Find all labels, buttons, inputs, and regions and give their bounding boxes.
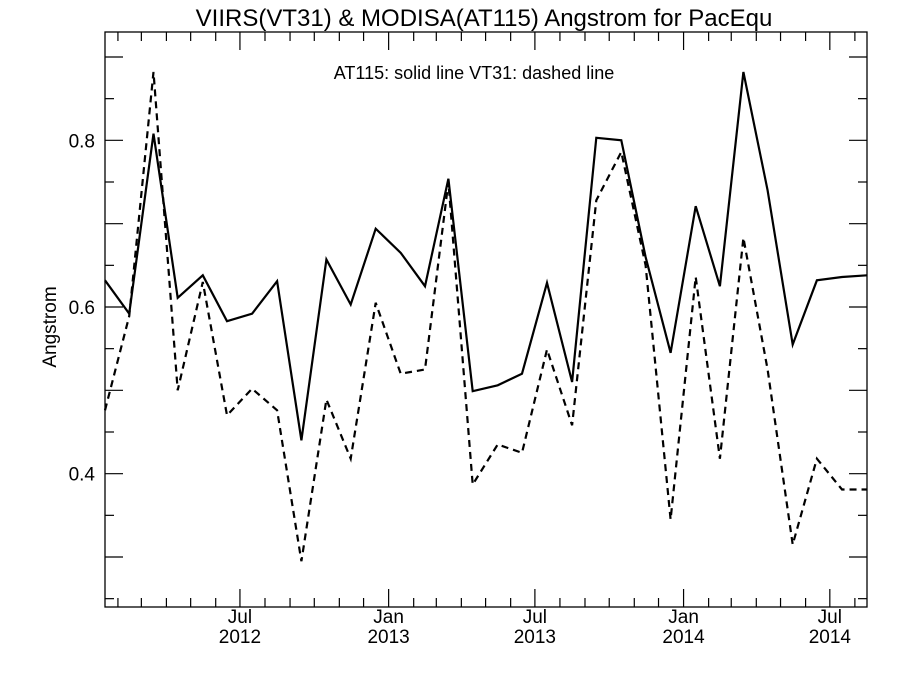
x-tick-month-label: Jan <box>373 607 404 628</box>
series-lines <box>103 71 868 562</box>
y-axis-label: Angstrom <box>40 286 61 367</box>
series-at115-line <box>104 71 868 441</box>
x-tick-month-label: Jul <box>818 607 842 628</box>
x-tick-year-label: 2014 <box>662 627 705 648</box>
chart-title: VIIRS(VT31) & MODISA(AT115) Angstrom for… <box>196 5 773 32</box>
y-tick-label: 0.4 <box>69 465 96 486</box>
x-tick-year-label: 2012 <box>219 627 261 648</box>
tick-labels: 0.40.60.8Jul2012Jan2013Jul2013Jan2014Jul… <box>69 131 852 648</box>
x-tick-month-label: Jul <box>228 607 252 628</box>
series-vt31-line <box>103 71 867 562</box>
y-tick-label: 0.8 <box>69 131 95 152</box>
x-tick-month-label: Jul <box>523 607 547 628</box>
x-tick-year-label: 2013 <box>367 627 409 648</box>
y-tick-label: 0.6 <box>69 298 95 319</box>
line-style-annotation: AT115: solid line VT31: dashed line <box>334 63 615 83</box>
x-tick-year-label: 2014 <box>809 627 852 648</box>
axis-ticks <box>105 32 867 607</box>
x-tick-month-label: Jan <box>668 607 699 628</box>
x-tick-year-label: 2013 <box>514 627 556 648</box>
